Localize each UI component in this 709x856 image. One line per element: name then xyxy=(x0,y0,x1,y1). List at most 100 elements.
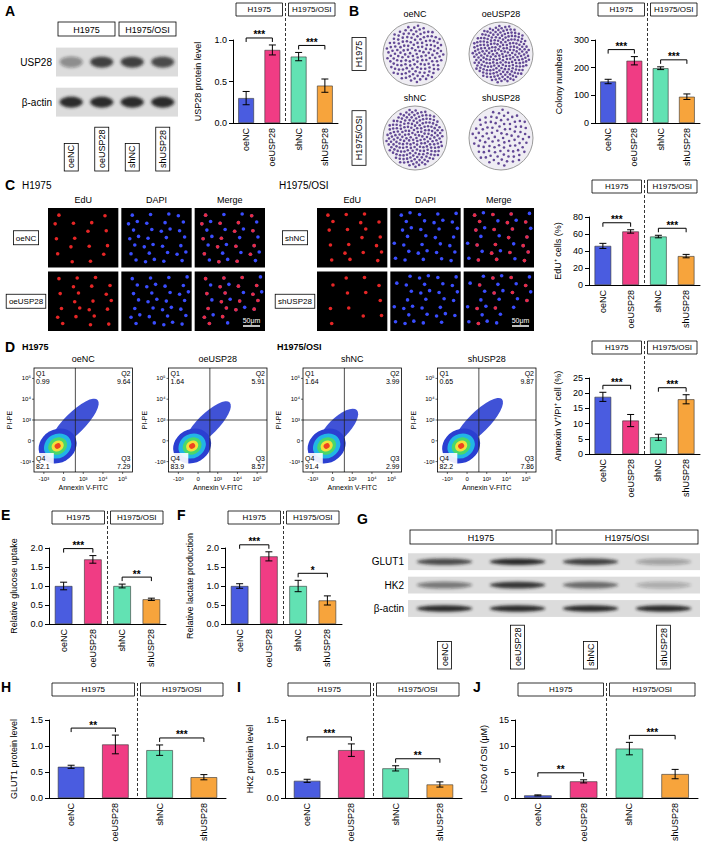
svg-text:0.0: 0.0 xyxy=(214,118,227,128)
svg-text:10³: 10³ xyxy=(213,476,222,482)
svg-text:***: *** xyxy=(323,728,335,739)
svg-text:10⁴: 10⁴ xyxy=(22,396,32,402)
svg-text:1.5: 1.5 xyxy=(266,715,279,725)
svg-text:shUSP28: shUSP28 xyxy=(682,128,692,166)
svg-text:**: ** xyxy=(557,764,565,775)
svg-text:10³: 10³ xyxy=(426,417,435,423)
svg-text:DAPI: DAPI xyxy=(415,195,436,205)
svg-text:Q2: Q2 xyxy=(390,370,399,378)
svg-text:9.64: 9.64 xyxy=(117,378,131,385)
svg-text:H1975/OSI: H1975/OSI xyxy=(652,182,692,191)
svg-text:5: 5 xyxy=(504,767,509,777)
svg-text:Q3: Q3 xyxy=(390,455,399,463)
svg-text:shNC: shNC xyxy=(127,145,137,168)
svg-text:10⁵: 10⁵ xyxy=(291,375,301,381)
svg-text:oeNC: oeNC xyxy=(403,9,427,19)
svg-text:oeNC: oeNC xyxy=(66,144,76,168)
svg-text:EdU: EdU xyxy=(343,195,361,205)
svg-text:15: 15 xyxy=(573,403,583,413)
svg-text:200: 200 xyxy=(574,63,589,73)
svg-text:oeNC: oeNC xyxy=(235,629,245,653)
svg-text:2.0: 2.0 xyxy=(206,543,219,553)
svg-text:***: *** xyxy=(248,536,260,547)
svg-text:oeUSP28: oeUSP28 xyxy=(97,129,107,168)
svg-text:H1975/OSI: H1975/OSI xyxy=(277,342,322,352)
svg-text:H1975: H1975 xyxy=(22,342,49,352)
svg-text:oeNC: oeNC xyxy=(66,803,76,827)
svg-text:-10³: -10³ xyxy=(39,476,50,482)
svg-text:1.5: 1.5 xyxy=(206,562,219,572)
svg-text:10⁴: 10⁴ xyxy=(502,476,512,482)
svg-text:25: 25 xyxy=(573,373,583,383)
svg-text:shUSP28: shUSP28 xyxy=(670,803,680,841)
svg-text:-10³: -10³ xyxy=(289,459,300,465)
svg-text:Q1: Q1 xyxy=(440,370,449,378)
svg-text:shUSP28: shUSP28 xyxy=(146,629,156,667)
svg-text:0.5: 0.5 xyxy=(214,77,227,87)
svg-text:10: 10 xyxy=(573,419,583,429)
svg-text:H1975: H1975 xyxy=(242,513,266,522)
svg-text:shUSP28: shUSP28 xyxy=(320,128,330,166)
svg-text:0.99: 0.99 xyxy=(36,378,50,385)
svg-text:shNC: shNC xyxy=(155,803,165,826)
svg-text:-10³: -10³ xyxy=(424,459,435,465)
svg-text:oeUSP28: oeUSP28 xyxy=(267,128,277,167)
svg-text:***: *** xyxy=(306,37,318,48)
svg-text:Q1: Q1 xyxy=(36,370,45,378)
svg-text:10⁴: 10⁴ xyxy=(233,476,243,482)
svg-text:0: 0 xyxy=(162,438,166,444)
svg-text:PI-PE: PI-PE xyxy=(410,411,417,430)
svg-text:oeNC: oeNC xyxy=(16,234,37,243)
svg-text:oeNC: oeNC xyxy=(440,642,450,666)
svg-text:shNC: shNC xyxy=(391,803,401,826)
svg-text:EdU⁺ cells (%): EdU⁺ cells (%) xyxy=(553,222,563,280)
svg-text:**: ** xyxy=(133,569,141,580)
svg-text:shUSP28: shUSP28 xyxy=(322,629,332,667)
svg-text:H1975/OSI: H1975/OSI xyxy=(652,343,692,352)
svg-text:9.87: 9.87 xyxy=(520,378,534,385)
svg-text:Q2: Q2 xyxy=(121,370,130,378)
svg-text:oeUSP28: oeUSP28 xyxy=(579,803,589,842)
svg-text:H1975/OSI: H1975/OSI xyxy=(279,180,328,191)
svg-text:shNC: shNC xyxy=(117,629,127,652)
svg-text:oeNC: oeNC xyxy=(603,128,613,152)
svg-text:***: *** xyxy=(666,220,678,231)
svg-text:Colony numbers: Colony numbers xyxy=(554,48,564,114)
svg-text:shUSP28: shUSP28 xyxy=(199,803,209,841)
svg-text:10⁵: 10⁵ xyxy=(156,375,166,381)
svg-text:***: *** xyxy=(615,41,627,52)
svg-text:β-actin: β-actin xyxy=(22,97,52,108)
svg-text:1.5: 1.5 xyxy=(30,562,43,572)
svg-text:oeNC: oeNC xyxy=(59,629,69,653)
svg-text:shUSP28: shUSP28 xyxy=(659,628,669,666)
svg-text:0: 0 xyxy=(297,438,301,444)
svg-text:oeUSP28: oeUSP28 xyxy=(198,354,237,364)
svg-text:-10³: -10³ xyxy=(173,476,184,482)
svg-text:5.91: 5.91 xyxy=(251,378,265,385)
svg-text:oeUSP28: oeUSP28 xyxy=(482,9,521,19)
svg-text:5: 5 xyxy=(578,434,583,444)
svg-text:oeUSP28: oeUSP28 xyxy=(264,629,274,668)
svg-text:oeUSP28: oeUSP28 xyxy=(346,803,356,842)
svg-text:H1975: H1975 xyxy=(247,5,271,14)
svg-text:oeUSP28: oeUSP28 xyxy=(629,128,639,167)
svg-text:10³: 10³ xyxy=(348,476,357,482)
svg-text:Q1: Q1 xyxy=(171,370,180,378)
svg-text:Q2: Q2 xyxy=(256,370,265,378)
svg-text:10: 10 xyxy=(499,741,509,751)
svg-text:shNC: shNC xyxy=(586,643,596,666)
svg-text:EdU: EdU xyxy=(74,195,92,205)
svg-text:0.5: 0.5 xyxy=(30,767,43,777)
svg-text:PI-PE: PI-PE xyxy=(275,411,282,430)
svg-text:100: 100 xyxy=(574,90,589,100)
svg-text:H1975: H1975 xyxy=(549,685,573,694)
svg-text:H1975/OSI: H1975/OSI xyxy=(354,116,364,161)
svg-text:10⁵: 10⁵ xyxy=(22,375,32,381)
svg-text:**: ** xyxy=(414,750,422,761)
svg-text:oeNC: oeNC xyxy=(598,459,608,483)
svg-text:H1975/OSI: H1975/OSI xyxy=(605,533,650,543)
svg-text:1.5: 1.5 xyxy=(30,715,43,725)
svg-text:***: *** xyxy=(666,379,678,390)
svg-text:oeNC: oeNC xyxy=(241,128,251,152)
svg-text:H1975: H1975 xyxy=(605,343,629,352)
